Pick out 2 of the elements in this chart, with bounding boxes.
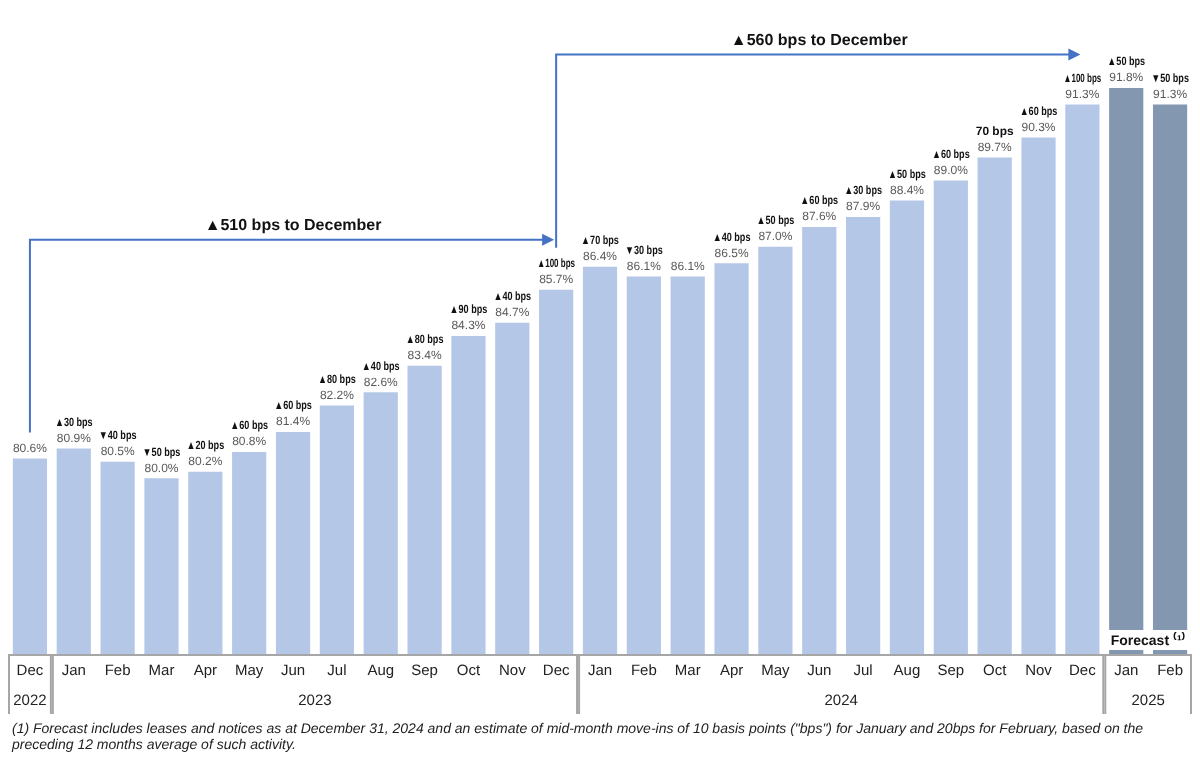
text: ▲560 bps to December <box>730 30 908 49</box>
annotation: ▲510 bps to December <box>204 216 382 235</box>
